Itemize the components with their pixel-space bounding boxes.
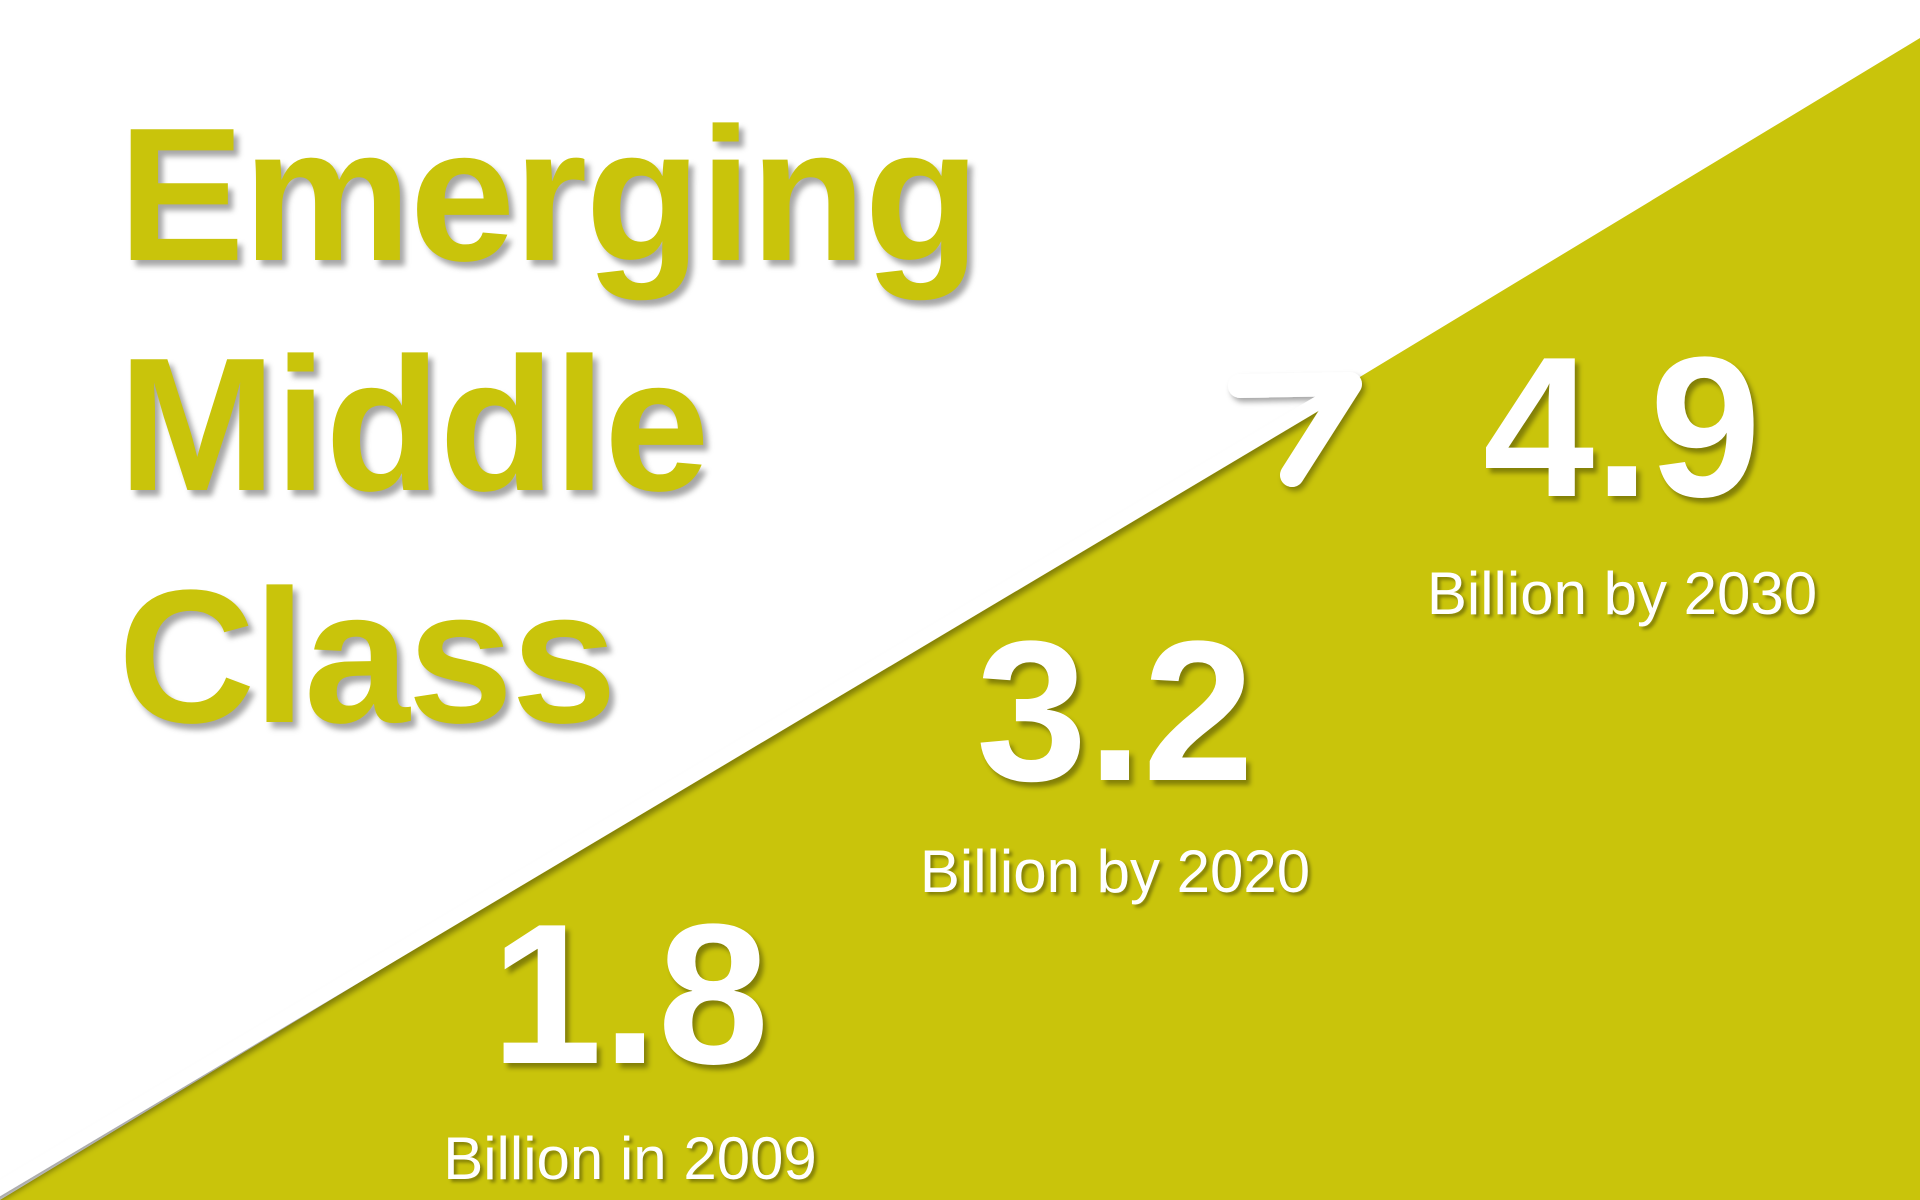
stat-value-2020: 3.2 — [975, 600, 1255, 823]
stat-value-2009: 1.8 — [490, 883, 770, 1106]
title-line-class: Class — [118, 551, 617, 763]
trend-up-arrow-icon — [0, 372, 1362, 1197]
stat-2030: 4.9 Billion by 2030 — [1412, 328, 1832, 624]
stat-caption-2030: Billion by 2030 — [1426, 560, 1818, 627]
stat-value-2030: 4.9 — [1482, 316, 1762, 539]
title-line-middle: Middle — [118, 319, 710, 531]
stat-2009: 1.8 Billion in 2009 — [420, 895, 840, 1189]
stat-caption-2009: Billion in 2009 — [443, 1125, 817, 1192]
stat-2020: 3.2 Billion by 2020 — [905, 612, 1325, 902]
stat-caption-2020: Billion by 2020 — [919, 838, 1311, 905]
title-line-emerging: Emerging — [118, 89, 980, 301]
